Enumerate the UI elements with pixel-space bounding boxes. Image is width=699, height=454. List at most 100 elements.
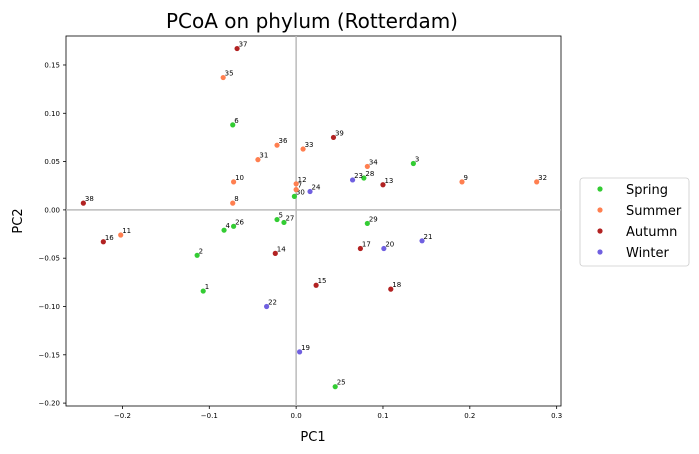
point-label: 4 — [226, 222, 231, 230]
legend-label: Summer — [626, 204, 682, 219]
y-axis-ticks: −0.20 −0.15 −0.10 −0.05 0.00 0.05 0.10 0.15 — [39, 61, 66, 408]
data-point — [231, 223, 237, 229]
point-label: 5 — [279, 212, 283, 220]
point-label: 6 — [234, 117, 239, 125]
point-label: 14 — [277, 245, 286, 253]
data-point — [231, 179, 237, 185]
y-tick-label: −0.10 — [39, 303, 60, 311]
y-tick-label: −0.20 — [39, 400, 60, 408]
point-label: 20 — [385, 241, 394, 249]
point-label: 39 — [335, 129, 344, 137]
data-point — [297, 349, 303, 355]
x-tick-label: 0.0 — [291, 412, 302, 420]
y-tick-label: 0.00 — [44, 206, 60, 214]
point-label: 33 — [305, 141, 314, 149]
data-point — [100, 239, 106, 245]
data-point — [534, 179, 540, 185]
legend: Spring Summer Autumn Winter — [579, 177, 690, 267]
point-label: 18 — [392, 281, 401, 289]
data-point — [118, 232, 124, 238]
data-point — [357, 245, 363, 252]
point-label: 15 — [318, 277, 327, 285]
data-point — [264, 303, 270, 310]
data-point — [364, 220, 370, 227]
point-label: 25 — [337, 379, 346, 387]
x-tick-label: 0.3 — [551, 412, 562, 420]
data-point — [410, 160, 416, 167]
x-tick-label: 0.1 — [377, 412, 388, 420]
data-point — [419, 238, 425, 244]
y-axis-label: PC2 — [11, 208, 26, 233]
data-point — [281, 219, 287, 226]
data-point — [255, 157, 261, 163]
point-label: 19 — [301, 344, 310, 352]
point-label: 3 — [415, 156, 419, 164]
legend-marker — [597, 207, 603, 213]
data-point — [200, 288, 206, 294]
point-label: 37 — [239, 41, 248, 49]
data-point — [381, 245, 387, 252]
legend-marker — [597, 186, 603, 192]
point-label: 31 — [259, 152, 268, 160]
data-point — [307, 188, 313, 195]
point-label: 1 — [205, 283, 209, 291]
point-label: 24 — [312, 184, 321, 192]
point-label: 10 — [235, 174, 244, 182]
point-label: 21 — [424, 233, 433, 241]
chart-title: PCoA on phylum (Rotterdam) — [166, 9, 458, 33]
point-label: 23 — [354, 172, 363, 180]
data-point — [291, 193, 297, 199]
data-point — [80, 200, 86, 206]
point-label: 27 — [285, 214, 294, 222]
legend-box — [579, 177, 690, 267]
data-point — [364, 163, 370, 170]
legend-label: Spring — [626, 183, 668, 198]
data-point — [388, 286, 394, 292]
data-point — [300, 146, 306, 152]
y-tick-label: 0.15 — [44, 61, 60, 69]
point-label: 12 — [298, 176, 307, 184]
series-winter: 19 20 21 22 23 24 — [264, 172, 432, 355]
x-tick-label: −0.1 — [201, 412, 218, 420]
legend-marker — [597, 249, 603, 255]
legend-label: Autumn — [626, 225, 677, 240]
data-point — [220, 74, 226, 81]
point-label: 16 — [105, 234, 114, 242]
x-tick-label: 0.2 — [464, 412, 475, 420]
data-point — [349, 177, 356, 183]
reference-lines — [66, 36, 561, 406]
data-point — [313, 282, 319, 288]
data-point — [194, 252, 200, 258]
data-point — [230, 122, 236, 128]
point-label: 26 — [235, 218, 244, 226]
x-axis-ticks: −0.2 −0.1 0.0 0.1 0.2 0.3 — [114, 406, 562, 420]
point-label: 30 — [296, 188, 305, 196]
point-label: 9 — [464, 174, 468, 182]
y-tick-label: 0.10 — [44, 110, 60, 118]
point-label: 38 — [85, 195, 94, 203]
y-tick-label: −0.15 — [39, 351, 60, 359]
point-label: 2 — [199, 247, 203, 255]
legend-marker — [597, 228, 603, 234]
data-point — [272, 250, 278, 256]
y-tick-label: −0.05 — [39, 255, 60, 263]
point-label: 17 — [362, 241, 371, 249]
data-point — [274, 216, 280, 223]
data-point — [293, 181, 299, 187]
data-point — [221, 227, 227, 233]
y-tick-label: 0.05 — [44, 158, 60, 166]
point-label: 34 — [369, 158, 378, 166]
data-point — [459, 179, 465, 185]
point-label: 35 — [225, 70, 234, 78]
point-label: 8 — [234, 195, 238, 203]
x-tick-label: −0.2 — [114, 412, 131, 420]
data-point — [380, 182, 386, 188]
data-point — [332, 384, 338, 390]
point-label: 13 — [384, 177, 393, 185]
point-label: 22 — [268, 298, 277, 306]
data-point — [330, 134, 337, 141]
point-label: 11 — [122, 227, 131, 235]
